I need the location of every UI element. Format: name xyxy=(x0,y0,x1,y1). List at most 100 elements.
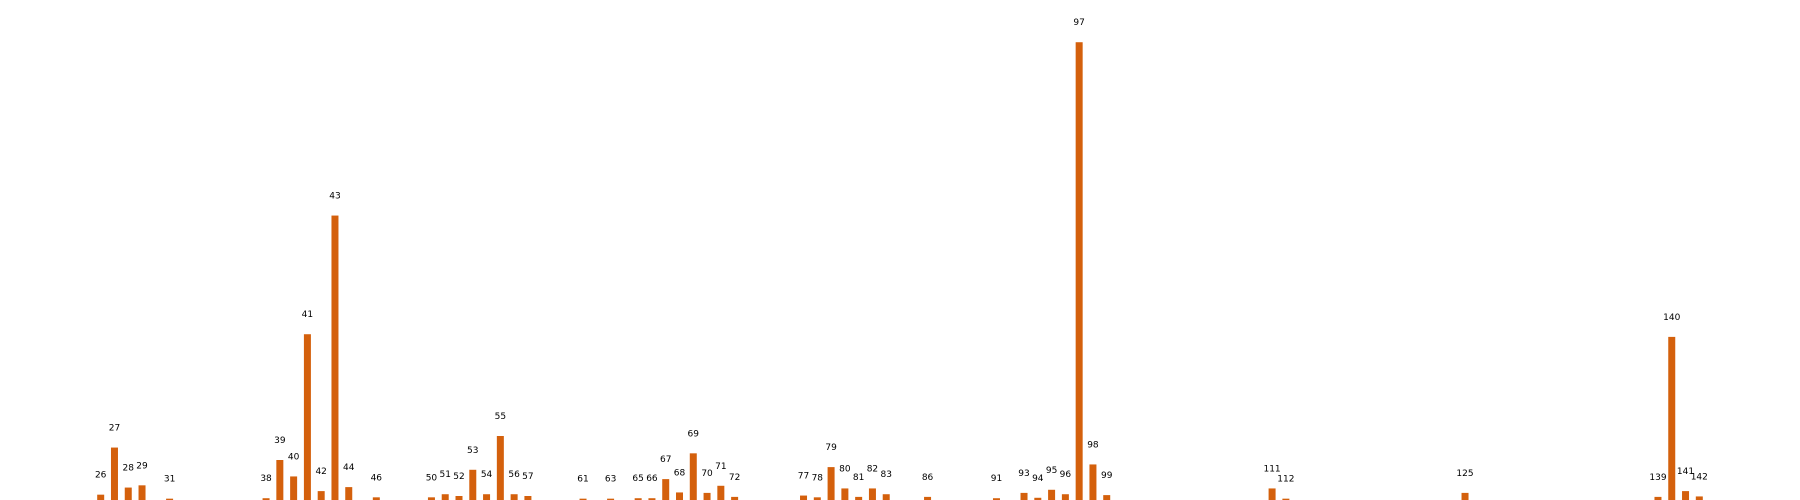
bar-label-93: 93 xyxy=(1018,469,1029,479)
bar-112 xyxy=(1282,498,1290,500)
bar-label-77: 77 xyxy=(798,472,809,482)
bar-label-38: 38 xyxy=(260,474,272,484)
bar-111 xyxy=(1268,488,1276,500)
bar-72 xyxy=(731,496,739,500)
bar-82 xyxy=(868,488,876,500)
bar-label-51: 51 xyxy=(439,470,450,480)
bar-57 xyxy=(524,496,532,500)
bar-label-53: 53 xyxy=(467,446,478,456)
bar-80 xyxy=(841,488,849,500)
bar-label-42: 42 xyxy=(315,467,326,477)
bar-66 xyxy=(648,498,656,500)
bar-43 xyxy=(331,215,339,500)
bar-139 xyxy=(1654,496,1662,500)
bar-label-27: 27 xyxy=(109,424,120,434)
bar-label-41: 41 xyxy=(302,310,313,320)
bar-97 xyxy=(1075,42,1083,500)
bar-94 xyxy=(1034,497,1042,500)
bar-77 xyxy=(800,495,808,500)
bar-69 xyxy=(689,453,697,500)
bar-61 xyxy=(579,498,587,500)
bar-label-82: 82 xyxy=(867,464,878,474)
bar-label-70: 70 xyxy=(701,469,713,479)
bar-label-65: 65 xyxy=(632,474,643,484)
bar-label-80: 80 xyxy=(839,464,851,474)
bar-40 xyxy=(290,476,298,500)
bar-label-71: 71 xyxy=(715,462,726,472)
bar-125 xyxy=(1461,492,1469,500)
bar-55 xyxy=(496,436,504,500)
bar-38 xyxy=(262,498,270,500)
bar-label-95: 95 xyxy=(1046,466,1057,476)
bar-41 xyxy=(303,334,311,500)
bar-50 xyxy=(427,497,435,500)
bar-label-83: 83 xyxy=(880,470,891,480)
bar-63 xyxy=(607,498,615,500)
bar-51 xyxy=(441,494,449,500)
bar-label-79: 79 xyxy=(825,443,837,453)
bar-39 xyxy=(276,460,284,500)
bar-label-39: 39 xyxy=(274,436,286,446)
bar-65 xyxy=(634,498,642,500)
bar-label-28: 28 xyxy=(123,464,135,474)
bar-label-43: 43 xyxy=(329,192,340,202)
bar-28 xyxy=(124,487,132,500)
bar-140 xyxy=(1668,336,1676,500)
bar-label-57: 57 xyxy=(522,472,533,482)
bar-83 xyxy=(882,494,890,500)
bar-label-96: 96 xyxy=(1060,470,1072,480)
bars-layer xyxy=(97,42,1703,500)
bar-label-68: 68 xyxy=(674,468,686,478)
bar-label-29: 29 xyxy=(136,461,148,471)
bar-label-44: 44 xyxy=(343,463,355,473)
bar-label-61: 61 xyxy=(577,475,588,485)
bar-label-112: 112 xyxy=(1277,475,1294,485)
bar-44 xyxy=(345,487,353,500)
bar-91 xyxy=(992,498,1000,500)
bar-label-86: 86 xyxy=(922,473,934,483)
bar-label-56: 56 xyxy=(508,470,520,480)
bar-27 xyxy=(110,447,118,500)
bar-42 xyxy=(317,491,325,500)
bar-label-78: 78 xyxy=(812,473,824,483)
bar-label-69: 69 xyxy=(688,429,700,439)
bar-68 xyxy=(676,492,683,500)
bar-label-31: 31 xyxy=(164,475,175,485)
bar-142 xyxy=(1695,496,1703,500)
bar-label-111: 111 xyxy=(1263,464,1280,474)
bar-141 xyxy=(1682,491,1690,500)
bar-label-97: 97 xyxy=(1073,18,1084,28)
bar-86 xyxy=(924,496,932,500)
bar-31 xyxy=(166,498,174,500)
bar-label-55: 55 xyxy=(495,412,506,422)
bar-label-81: 81 xyxy=(853,473,864,483)
bar-label-52: 52 xyxy=(453,472,464,482)
bar-label-72: 72 xyxy=(729,473,740,483)
bar-78 xyxy=(813,497,821,500)
bar-71 xyxy=(717,485,725,500)
bar-label-40: 40 xyxy=(288,452,300,462)
bar-29 xyxy=(138,485,146,500)
bar-70 xyxy=(703,492,711,500)
bar-label-63: 63 xyxy=(605,475,616,485)
bar-label-67: 67 xyxy=(660,455,671,465)
bar-26 xyxy=(97,494,105,500)
bar-54 xyxy=(483,494,491,500)
bar-label-91: 91 xyxy=(991,474,1002,484)
bar-53 xyxy=(469,469,477,500)
bar-label-50: 50 xyxy=(426,473,438,483)
bar-93 xyxy=(1020,492,1028,500)
bar-label-140: 140 xyxy=(1663,313,1680,323)
bar-96 xyxy=(1061,494,1069,500)
bar-95 xyxy=(1048,489,1056,500)
bar-99 xyxy=(1103,495,1111,500)
bar-label-94: 94 xyxy=(1032,474,1044,484)
bar-label-99: 99 xyxy=(1101,471,1113,481)
bar-label-26: 26 xyxy=(95,471,107,481)
bar-46 xyxy=(372,497,380,500)
bar-label-142: 142 xyxy=(1691,472,1708,482)
bar-label-139: 139 xyxy=(1649,473,1666,483)
